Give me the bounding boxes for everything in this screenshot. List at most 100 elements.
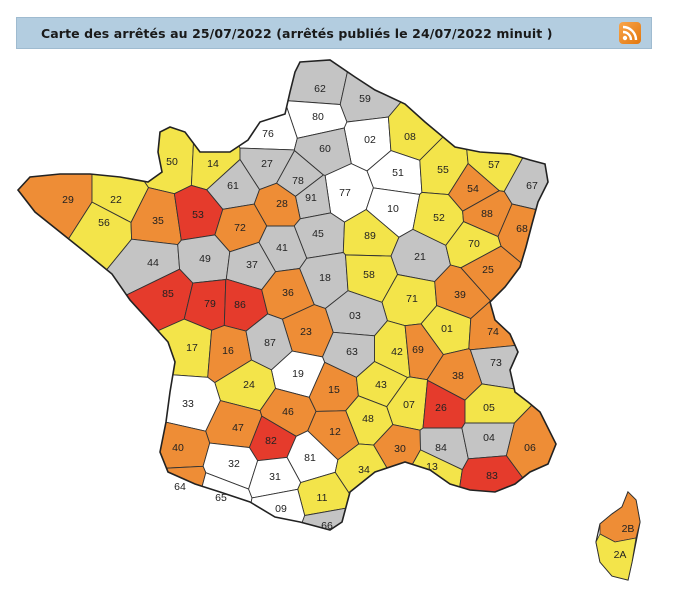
- department-label-36: 36: [282, 287, 294, 299]
- department-label-09: 09: [275, 503, 287, 515]
- department-label-15: 15: [328, 384, 340, 396]
- department-label-88: 88: [481, 208, 493, 220]
- department-region-29[interactable]: [0, 52, 93, 348]
- department-label-13: 13: [426, 461, 438, 473]
- department-label-40: 40: [172, 442, 184, 454]
- department-label-51: 51: [392, 167, 404, 179]
- department-label-69: 69: [412, 344, 424, 356]
- department-label-44: 44: [147, 257, 159, 269]
- department-region-74[interactable]: [468, 294, 682, 351]
- department-label-53: 53: [192, 209, 204, 221]
- department-label-61: 61: [227, 180, 239, 192]
- department-label-77: 77: [339, 187, 351, 199]
- department-label-2B: 2B: [622, 523, 635, 535]
- department-label-24: 24: [243, 379, 255, 391]
- department-label-81: 81: [304, 452, 316, 464]
- department-label-14: 14: [207, 158, 219, 170]
- department-label-91: 91: [305, 192, 317, 204]
- department-label-79: 79: [204, 298, 216, 310]
- department-label-72: 72: [234, 222, 246, 234]
- department-label-28: 28: [276, 198, 288, 210]
- department-label-08: 08: [404, 131, 416, 143]
- department-label-68: 68: [516, 223, 528, 235]
- department-label-02: 02: [364, 134, 376, 146]
- department-label-17: 17: [186, 342, 198, 354]
- department-label-89: 89: [364, 230, 376, 242]
- department-region-68[interactable]: [497, 203, 700, 333]
- department-label-33: 33: [182, 398, 194, 410]
- department-label-45: 45: [312, 228, 324, 240]
- department-region-59[interactable]: [339, 52, 445, 123]
- department-label-2A: 2A: [614, 549, 627, 561]
- department-label-39: 39: [454, 289, 466, 301]
- department-label-38: 38: [452, 370, 464, 382]
- department-label-56: 56: [98, 217, 110, 229]
- department-label-78: 78: [292, 175, 304, 187]
- department-label-43: 43: [375, 379, 387, 391]
- department-label-22: 22: [110, 194, 122, 206]
- department-label-74: 74: [487, 326, 499, 338]
- map-title: Carte des arrêtés au 25/07/2022 (arrêtés…: [41, 26, 553, 41]
- department-region-50[interactable]: [72, 52, 198, 195]
- department-label-21: 21: [414, 251, 426, 263]
- department-label-62: 62: [314, 83, 326, 95]
- department-label-57: 57: [488, 159, 500, 171]
- department-label-29: 29: [62, 194, 74, 206]
- department-label-47: 47: [232, 422, 244, 434]
- department-label-59: 59: [359, 93, 371, 105]
- department-label-06: 06: [524, 442, 536, 454]
- department-label-03: 03: [349, 310, 361, 322]
- department-label-41: 41: [276, 242, 288, 254]
- rss-feed-icon[interactable]: [619, 22, 641, 44]
- department-label-87: 87: [264, 337, 276, 349]
- department-region-09[interactable]: [233, 488, 306, 598]
- department-label-63: 63: [346, 346, 358, 358]
- france-outline: [16, 59, 557, 531]
- department-label-85: 85: [162, 288, 174, 300]
- department-label-05: 05: [483, 402, 495, 414]
- department-label-52: 52: [433, 212, 445, 224]
- department-label-37: 37: [246, 259, 258, 271]
- map-header-bar: Carte des arrêtés au 25/07/2022 (arrêtés…: [16, 17, 652, 49]
- department-label-65: 65: [215, 492, 227, 504]
- department-label-70: 70: [468, 238, 480, 250]
- department-label-71: 71: [406, 293, 418, 305]
- department-label-49: 49: [199, 253, 211, 265]
- department-label-64: 64: [174, 481, 186, 493]
- department-label-48: 48: [362, 413, 374, 425]
- department-label-16: 16: [222, 345, 234, 357]
- department-label-66: 66: [321, 520, 333, 532]
- department-label-84: 84: [435, 442, 447, 454]
- department-label-83: 83: [486, 470, 498, 482]
- department-label-31: 31: [269, 471, 281, 483]
- department-label-50: 50: [166, 156, 178, 168]
- department-label-54: 54: [467, 183, 479, 195]
- department-label-46: 46: [282, 406, 294, 418]
- department-label-11: 11: [317, 492, 328, 504]
- department-label-18: 18: [319, 272, 331, 284]
- department-region-2A[interactable]: [595, 533, 637, 581]
- france-map-svg: 62 59 80 76 02 08 60 50 14 27 51 55 57 67 61 78 77 54 29 22…: [0, 52, 700, 598]
- department-label-10: 10: [387, 203, 399, 215]
- department-label-76: 76: [262, 128, 274, 140]
- department-region-76[interactable]: [191, 52, 298, 151]
- department-region-83[interactable]: [442, 455, 611, 598]
- department-label-04: 04: [483, 432, 495, 444]
- department-label-67: 67: [526, 180, 538, 192]
- department-region-62[interactable]: [241, 52, 353, 105]
- department-label-82: 82: [265, 435, 277, 447]
- department-label-60: 60: [319, 143, 331, 155]
- department-region-85[interactable]: [0, 268, 194, 382]
- department-label-34: 34: [358, 464, 370, 476]
- department-label-27: 27: [261, 158, 273, 170]
- department-label-32: 32: [228, 458, 240, 470]
- department-label-19: 19: [292, 368, 304, 380]
- department-label-01: 01: [441, 323, 453, 335]
- department-label-12: 12: [329, 426, 341, 438]
- france-drought-map: 62 59 80 76 02 08 60 50 14 27 51 55 57 67 61 78 77 54 29 22…: [0, 52, 700, 598]
- department-label-86: 86: [234, 299, 246, 311]
- department-label-80: 80: [312, 111, 324, 123]
- department-label-26: 26: [435, 402, 447, 414]
- department-label-73: 73: [490, 357, 502, 369]
- department-label-58: 58: [363, 269, 375, 281]
